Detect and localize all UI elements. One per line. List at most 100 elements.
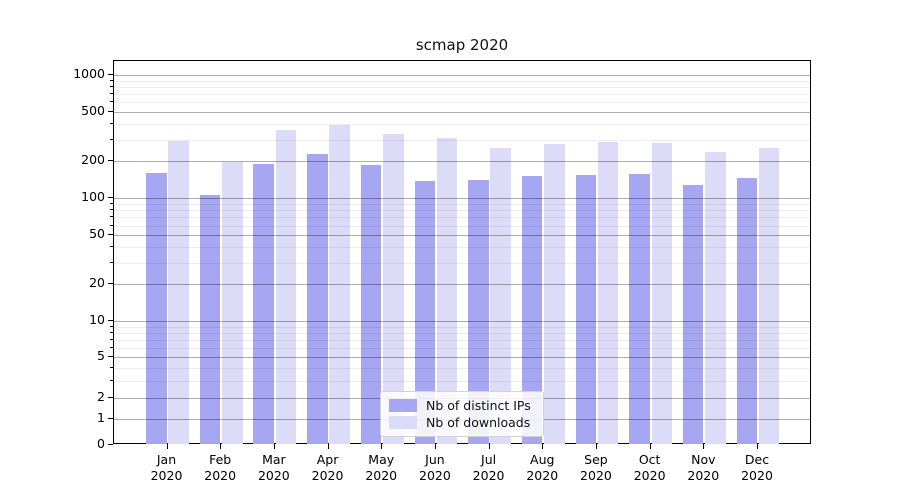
y-minor-tick-mark [110, 203, 113, 205]
minor-gridline [114, 347, 810, 349]
y-tick-mark [108, 283, 113, 285]
x-tick-year: 2020 [580, 467, 612, 483]
y-tick-mark [108, 418, 113, 420]
bar-oct-distinct-ips [629, 173, 650, 444]
x-tick-month: Apr [316, 452, 339, 467]
x-tick-label: Jan 2020 [139, 452, 195, 483]
bar-aug-downloads [544, 144, 565, 444]
bar-sep-downloads [597, 142, 619, 444]
x-tick-year: 2020 [526, 467, 559, 483]
x-tick-month: Aug [530, 452, 555, 467]
y-minor-tick-mark [110, 93, 113, 95]
legend-swatch-downloads [389, 416, 417, 430]
legend-swatch-distinct-ips [389, 398, 417, 412]
x-tick-label: Sep 2020 [568, 452, 624, 483]
minor-gridline [114, 367, 810, 369]
bar-nov-downloads [705, 151, 726, 444]
bar-jan-downloads [168, 141, 189, 444]
x-tick-month: Nov [691, 452, 716, 467]
y-minor-tick-mark [110, 325, 113, 327]
y-tick-mark [108, 197, 113, 199]
x-tick-mark [166, 444, 168, 449]
y-tick-label: 2 [97, 388, 105, 404]
y-minor-tick-mark [110, 224, 113, 226]
x-tick-year: 2020 [204, 467, 237, 483]
minor-gridline [114, 339, 810, 341]
bar-jun-distinct-ips [414, 180, 435, 444]
bar-may-distinct-ips [360, 164, 382, 444]
y-tick-label: 0 [97, 436, 105, 451]
x-tick-mark [220, 444, 222, 449]
legend: Nb of distinct IPs Nb of downloads [380, 391, 544, 437]
minor-gridline [114, 262, 810, 264]
bar-mar-downloads [275, 130, 297, 444]
y-minor-tick-mark [110, 138, 113, 140]
x-tick-year: 2020 [150, 467, 183, 483]
x-tick-label: Apr 2020 [300, 452, 356, 483]
x-tick-mark [542, 444, 544, 449]
x-tick-mark [381, 444, 383, 449]
major-gridline [114, 198, 810, 200]
y-tick-mark [108, 74, 113, 76]
y-tick-mark [108, 160, 113, 162]
minor-gridline [114, 225, 810, 227]
x-tick-mark [434, 444, 436, 449]
y-tick-mark [108, 234, 113, 236]
y-tick-label: 200 [81, 152, 105, 168]
x-tick-label: May 2020 [353, 452, 409, 483]
y-tick-label: 50 [89, 226, 105, 242]
y-minor-tick-mark [110, 338, 113, 340]
x-tick-month: Jul [481, 452, 497, 467]
x-tick-label: Feb 2020 [192, 452, 248, 483]
bar-feb-downloads [222, 162, 243, 444]
minor-gridline [114, 80, 810, 82]
minor-gridline [114, 204, 810, 206]
x-tick-label: Jul 2020 [461, 452, 517, 483]
x-tick-month: Sep [584, 452, 608, 467]
x-tick-label: Oct 2020 [622, 452, 678, 483]
plot-area [113, 59, 811, 444]
chart-title: scmap 2020 [415, 36, 509, 54]
legend-item-distinct-ips: Nb of distinct IPs [389, 398, 535, 413]
y-tick-label: 10 [89, 312, 105, 328]
y-minor-tick-mark [110, 101, 113, 103]
x-tick-month: Jun [425, 452, 445, 467]
x-tick-label: Nov 2020 [675, 452, 731, 483]
major-gridline [114, 284, 810, 286]
bar-dec-distinct-ips [736, 178, 758, 444]
minor-gridline [114, 102, 810, 104]
y-tick-mark [108, 396, 113, 398]
minor-gridline [114, 247, 810, 249]
x-tick-year: 2020 [311, 467, 344, 483]
bar-jun-downloads [436, 137, 458, 444]
x-tick-year: 2020 [365, 467, 398, 483]
y-tick-label: 1 [97, 410, 105, 426]
y-minor-tick-mark [110, 261, 113, 263]
y-minor-tick-mark [110, 79, 113, 81]
y-tick-label: 20 [89, 275, 105, 291]
y-tick-mark [108, 111, 113, 113]
bar-jul-downloads [490, 147, 511, 444]
y-tick-label: 1000 [73, 66, 105, 82]
minor-gridline [114, 124, 810, 126]
y-minor-tick-mark [110, 209, 113, 211]
bar-feb-distinct-ips [199, 195, 221, 444]
major-gridline [114, 161, 810, 163]
x-tick-label: Mar 2020 [246, 452, 302, 483]
y-tick-label: 500 [81, 103, 105, 119]
y-minor-tick-mark [110, 86, 113, 88]
y-tick-mark [108, 320, 113, 322]
x-tick-label: Dec 2020 [729, 452, 785, 483]
x-tick-year: 2020 [257, 467, 290, 483]
x-tick-year: 2020 [633, 467, 666, 483]
bar-jul-distinct-ips [468, 179, 489, 444]
bar-apr-downloads [329, 125, 350, 444]
x-tick-mark [327, 444, 329, 449]
y-tick-mark [108, 444, 113, 445]
x-tick-mark [273, 444, 275, 449]
bar-jan-distinct-ips [146, 173, 167, 444]
x-tick-year: 2020 [741, 467, 773, 483]
bar-may-downloads [383, 133, 404, 444]
x-tick-year: 2020 [472, 467, 505, 483]
